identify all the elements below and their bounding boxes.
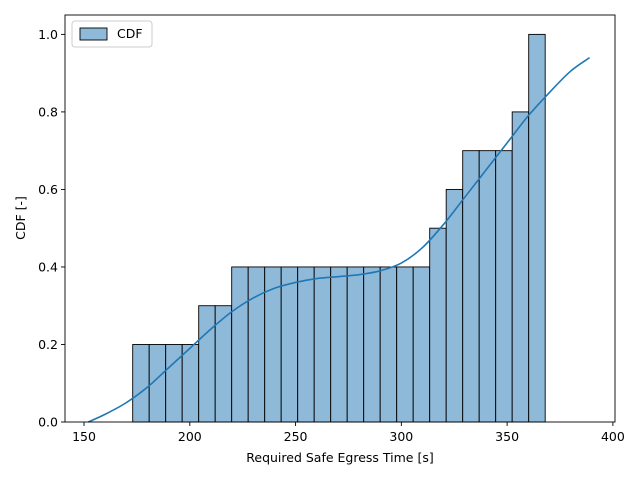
histogram-bar <box>478 150 497 423</box>
histogram-bar <box>363 266 381 423</box>
histogram-bar <box>165 344 183 423</box>
kde-curve <box>87 56 591 423</box>
legend: CDF <box>71 20 153 48</box>
histogram-bar <box>330 266 348 423</box>
x-tick-label: 350 <box>495 429 519 444</box>
y-tick-label: 1.0 <box>38 27 58 42</box>
histogram-bar <box>462 150 480 423</box>
legend-swatch <box>79 27 108 41</box>
y-tick-label: 0.4 <box>38 259 58 274</box>
plot-frame <box>64 14 616 423</box>
x-tick-label: 250 <box>284 429 308 444</box>
histogram-bar <box>429 227 447 423</box>
histogram-bar <box>181 344 200 423</box>
histogram-bar <box>297 266 315 423</box>
x-tick-label: 300 <box>389 429 413 444</box>
legend-frame <box>71 20 153 48</box>
histogram-bar <box>495 150 513 423</box>
y-tick-label: 0.0 <box>38 415 58 430</box>
histogram-bar <box>247 266 266 423</box>
x-tick-label: 200 <box>178 429 202 444</box>
histogram-bar <box>412 266 431 423</box>
x-axis-ticks: 150 200 250 300 350 400 <box>72 422 625 444</box>
y-tick-label: 0.6 <box>38 182 58 197</box>
y-axis-label: CDF [-] <box>13 196 28 240</box>
histogram-bar <box>280 266 299 423</box>
histogram-bar <box>445 188 464 423</box>
histogram-bar <box>198 305 216 423</box>
x-tick-label: 150 <box>72 429 96 444</box>
histogram-bar <box>528 33 546 423</box>
histogram-bar <box>264 266 282 423</box>
histogram-bars <box>132 33 546 423</box>
histogram-bar <box>231 266 249 423</box>
histogram-bar <box>346 266 365 423</box>
histogram-bar <box>313 266 332 423</box>
x-axis-label: Required Safe Egress Time [s] <box>246 450 433 465</box>
y-tick-label: 0.2 <box>38 337 58 352</box>
histogram-bar <box>379 266 398 423</box>
y-axis-ticks: 0.0 0.2 0.4 0.6 0.8 1.0 <box>38 27 65 430</box>
histogram-bar <box>511 111 530 423</box>
legend-label: CDF <box>117 26 143 41</box>
histogram-bar <box>132 344 150 423</box>
y-tick-label: 0.8 <box>38 104 58 119</box>
histogram-bar <box>396 266 414 423</box>
x-tick-label: 400 <box>601 429 625 444</box>
